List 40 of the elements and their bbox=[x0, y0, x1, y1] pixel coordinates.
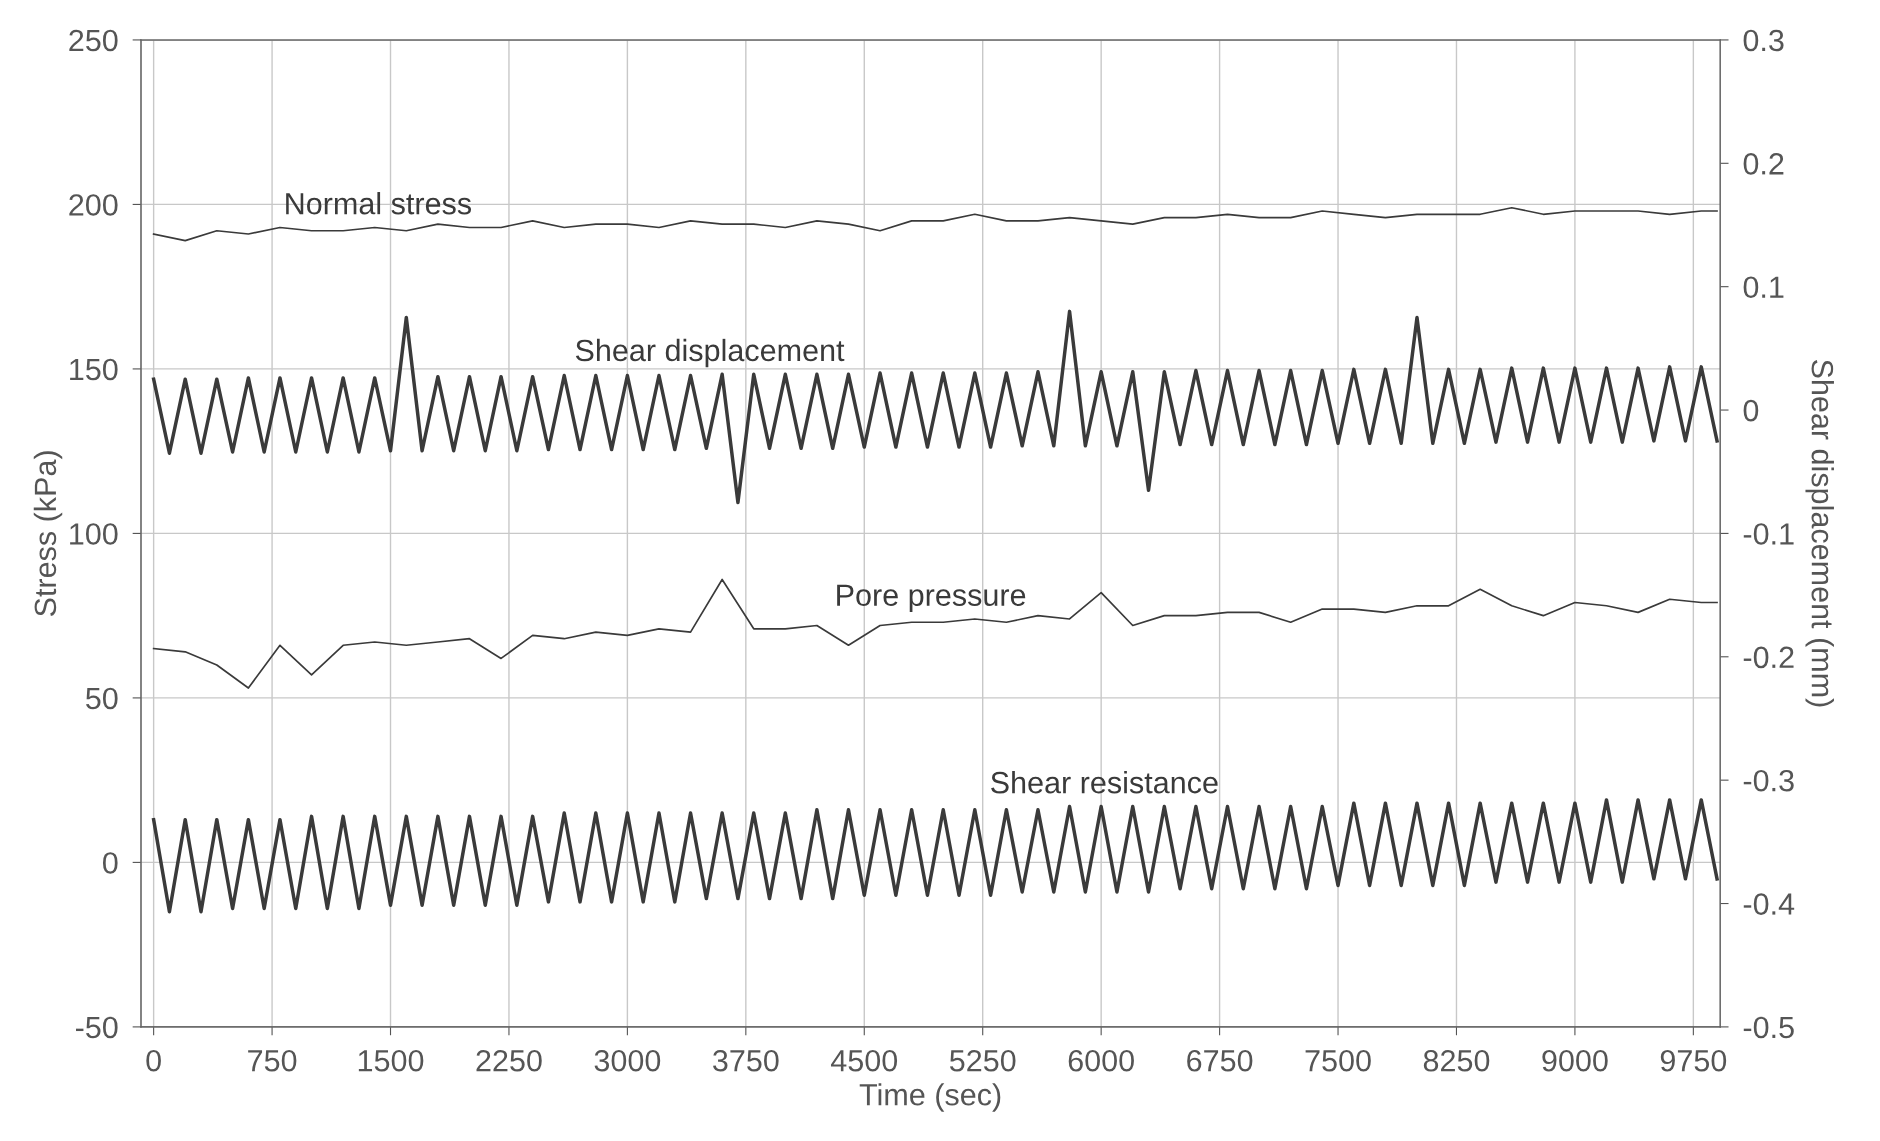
y2-tick-label: -0.1 bbox=[1743, 523, 1794, 545]
x-tick-label: 9750 bbox=[1660, 1049, 1727, 1072]
y-tick-label: 150 bbox=[70, 358, 118, 381]
x-tick-label: 5250 bbox=[949, 1049, 1016, 1072]
x-tick-label: 0 bbox=[146, 1049, 161, 1072]
y-axis-title: Stress (kPa) bbox=[33, 451, 63, 617]
x-axis-title: Time (sec) bbox=[859, 1083, 1001, 1112]
x-tick-label: 6000 bbox=[1068, 1049, 1134, 1072]
y2-tick-label: 0.2 bbox=[1743, 153, 1784, 175]
x-tick-label: 1500 bbox=[358, 1049, 424, 1072]
x-tick-label: 4500 bbox=[830, 1049, 898, 1072]
series-label: Pore pressure bbox=[837, 584, 1026, 613]
y-tick-label: 200 bbox=[69, 194, 118, 216]
x-tick-label: 750 bbox=[248, 1049, 297, 1072]
y2-tick-label: -0.3 bbox=[1743, 769, 1794, 792]
y2-axis-title: Shear displacement (mm) bbox=[1805, 359, 1834, 707]
y-tick-label: 50 bbox=[86, 687, 118, 710]
x-tick-label: 7500 bbox=[1305, 1049, 1371, 1072]
series-label: Shear resistance bbox=[991, 771, 1218, 794]
x-tick-label: 3750 bbox=[713, 1049, 779, 1072]
y2-tick-label: 0.1 bbox=[1743, 276, 1784, 299]
series-label: Shear displacement bbox=[575, 338, 845, 368]
y-tick-label: 250 bbox=[69, 29, 118, 52]
y-tick-label: -50 bbox=[75, 1016, 118, 1039]
line-series bbox=[151, 798, 1719, 914]
y-tick-label: 100 bbox=[70, 523, 118, 545]
line-series bbox=[151, 309, 1719, 505]
y2-tick-label: -0.5 bbox=[1743, 1016, 1794, 1039]
y2-tick-label: -0.2 bbox=[1743, 646, 1794, 669]
series-label: Normal stress bbox=[286, 192, 472, 215]
y-tick-label: 0 bbox=[102, 852, 118, 874]
x-tick-label: 3000 bbox=[594, 1049, 661, 1072]
x-tick-label: 9000 bbox=[1542, 1049, 1608, 1072]
y2-tick-label: 0 bbox=[1743, 399, 1759, 422]
x-tick-label: 6750 bbox=[1187, 1049, 1253, 1072]
line-series bbox=[152, 578, 1718, 689]
x-tick-label: 2250 bbox=[476, 1049, 542, 1072]
y2-tick-label: 0.3 bbox=[1743, 29, 1784, 52]
x-tick-label: 8250 bbox=[1423, 1049, 1490, 1072]
y2-tick-label: -0.4 bbox=[1743, 893, 1795, 915]
